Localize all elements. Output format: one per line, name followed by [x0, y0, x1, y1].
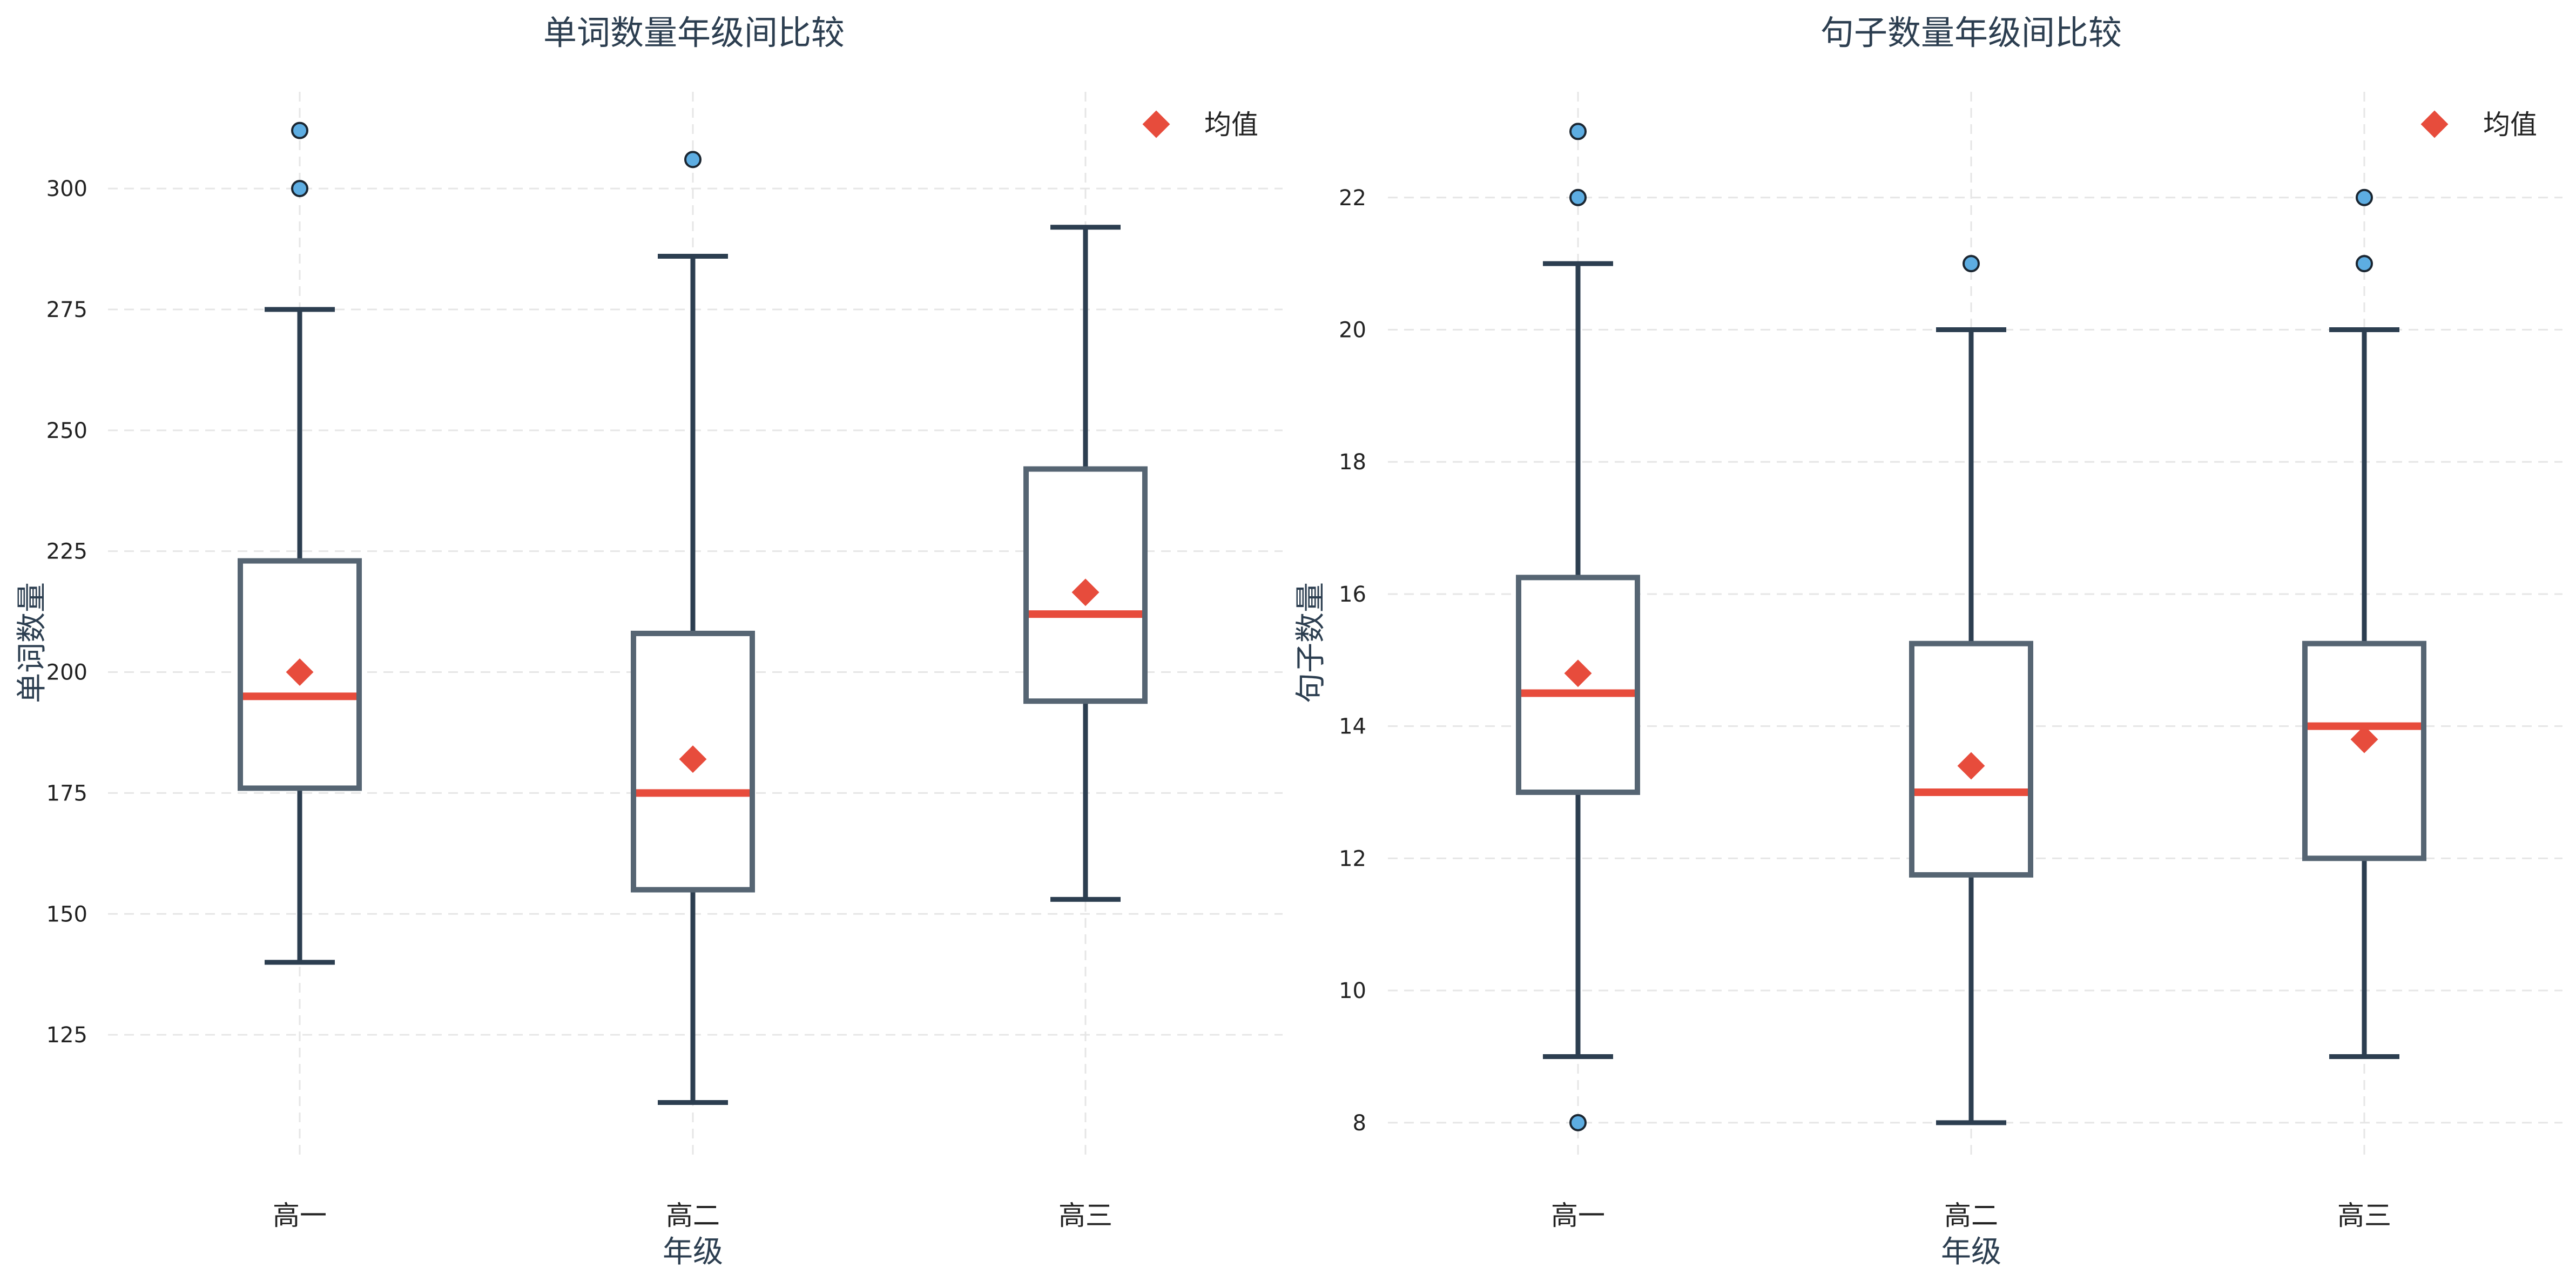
- legend: 均值: [2420, 109, 2537, 140]
- y-tick-label: 20: [1339, 318, 1366, 342]
- mean-marker: [1071, 578, 1100, 606]
- box-group-高二: [1909, 255, 2033, 1125]
- y-tick-label: 150: [46, 902, 87, 927]
- y-tick-label: 18: [1339, 450, 1366, 475]
- mean-marker: [679, 745, 707, 773]
- plot-area: 125 150 175 200 225 250 275 300 高一 高二 高三: [46, 92, 1283, 1231]
- chart-title: 单词数量年级间比较: [543, 13, 845, 52]
- y-tick-label: 14: [1339, 714, 1366, 739]
- legend-mean-marker: [1142, 110, 1170, 138]
- y-tick-label: 10: [1339, 979, 1366, 1003]
- x-tick-label: 高二: [1944, 1200, 1998, 1231]
- y-tick-label: 300: [46, 177, 87, 201]
- y-tick-label: 200: [46, 660, 87, 685]
- y-tick-label: 22: [1339, 186, 1366, 211]
- legend-mean-label: 均值: [1204, 109, 1258, 140]
- outlier-point: [291, 180, 308, 198]
- y-tick-label: 225: [46, 540, 87, 564]
- y-axis-label: 单词数量: [15, 582, 50, 703]
- y-tick-label: 12: [1339, 846, 1366, 871]
- box-group-高三: [1023, 225, 1148, 902]
- x-tick-label: 高三: [1058, 1200, 1112, 1231]
- legend-mean-label: 均值: [2483, 109, 2537, 140]
- box-group-高一: [1516, 123, 1640, 1131]
- box-group-高二: [631, 151, 755, 1105]
- box-group-高一: [238, 122, 362, 965]
- chart-title: 句子数量年级间比较: [1820, 13, 2122, 52]
- x-tick-label: 高二: [666, 1200, 720, 1231]
- x-tick-label: 高一: [1551, 1200, 1605, 1231]
- x-axis-label: 年级: [663, 1235, 723, 1270]
- outlier-point: [1569, 188, 1587, 206]
- outlier-point: [291, 122, 308, 139]
- outlier-point: [1963, 255, 1980, 273]
- outlier-point: [1569, 123, 1587, 140]
- outlier-point: [684, 151, 702, 168]
- y-tick-label: 250: [46, 419, 87, 443]
- outlier-point: [2356, 255, 2373, 273]
- y-tick-label: 125: [46, 1023, 87, 1048]
- plot-area: 8 10 12 14 16 18 20 22 高一 高二 高三: [1339, 92, 2562, 1231]
- x-tick-label: 高一: [273, 1200, 327, 1231]
- y-tick-label: 8: [1353, 1111, 1366, 1136]
- legend: 均值: [1142, 109, 1258, 140]
- outlier-point: [2356, 188, 2373, 206]
- word-count-panel: 单词数量年级间比较 单词数量 年级 125 150 175 200 225 250 275 3…: [15, 13, 1283, 1270]
- y-tick-label: 275: [46, 298, 87, 322]
- y-axis-label: 句子数量: [1293, 582, 1329, 703]
- outlier-point: [1569, 1114, 1587, 1131]
- y-tick-label: 16: [1339, 582, 1366, 607]
- x-axis-label: 年级: [1941, 1235, 2001, 1270]
- mean-marker: [286, 658, 314, 686]
- legend-mean-marker: [2420, 110, 2449, 138]
- y-tick-label: 175: [46, 781, 87, 806]
- x-tick-label: 高三: [2337, 1200, 2391, 1231]
- box-group-高三: [2302, 188, 2426, 1059]
